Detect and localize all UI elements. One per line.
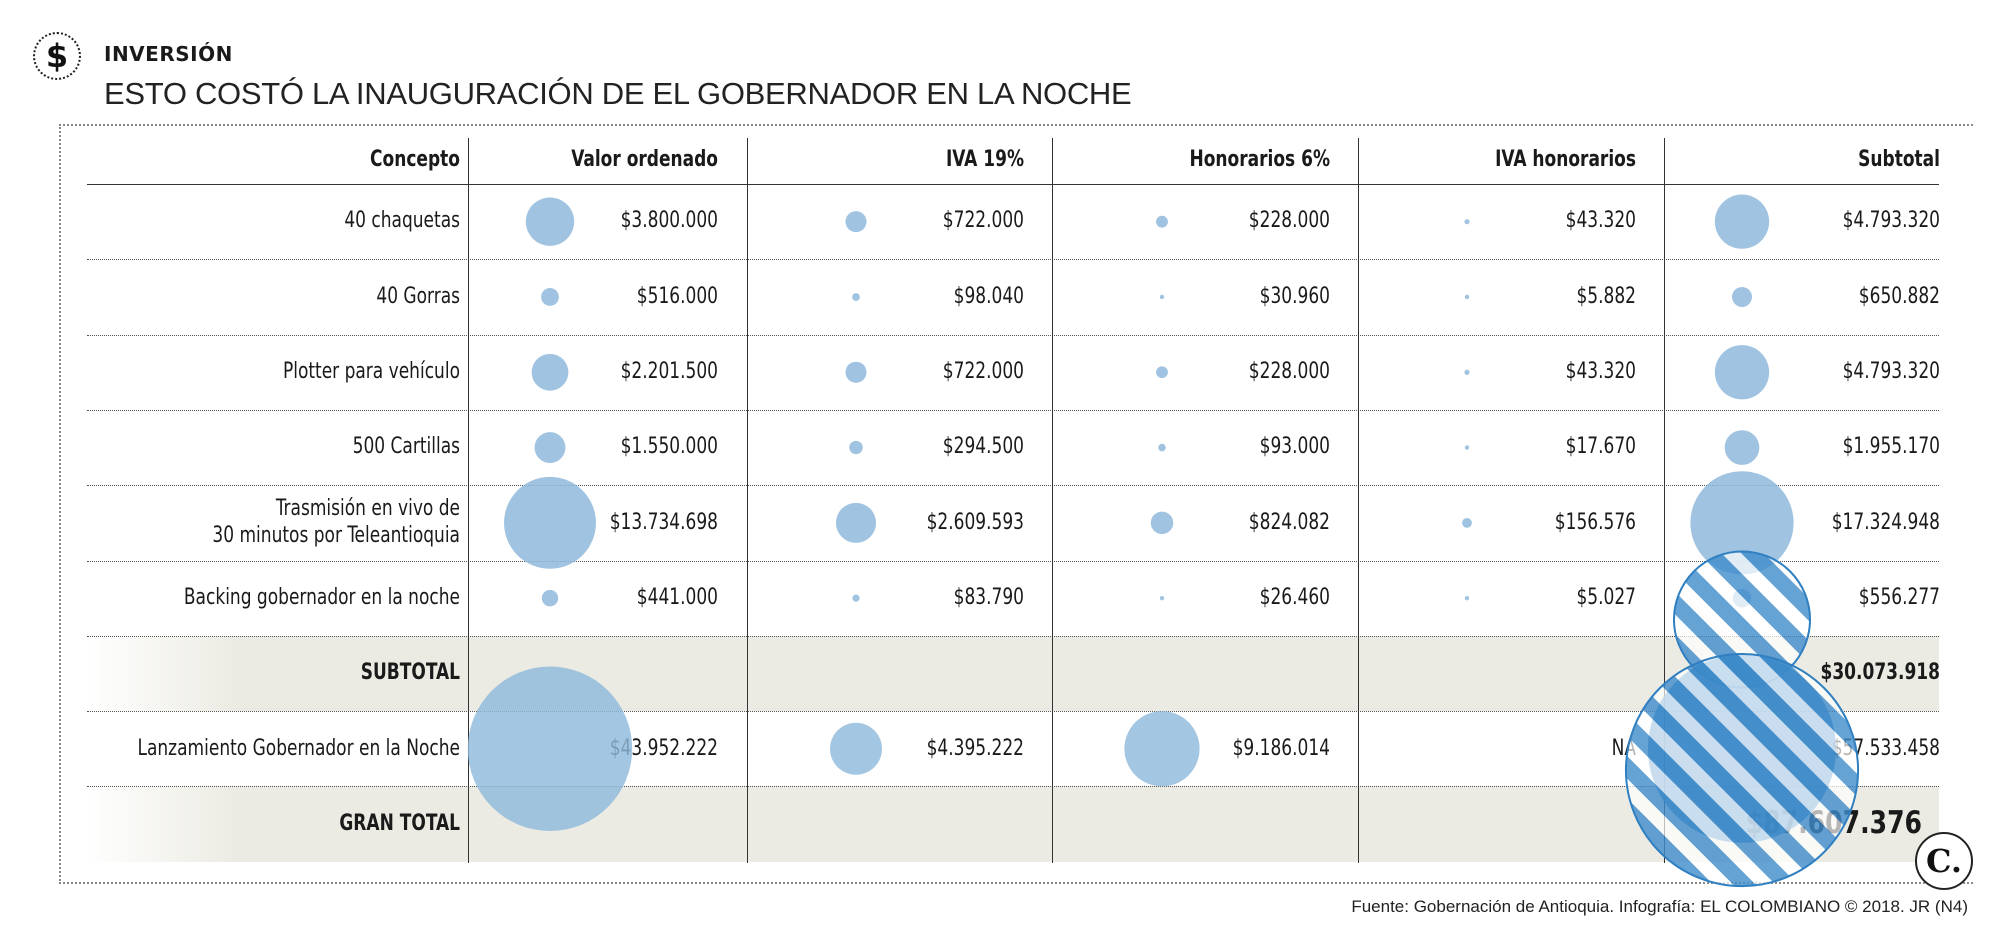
row-concept-label: Trasmisión en vivo de 30 minutos por Tele… [212, 496, 460, 548]
row-concept-label: 40 Gorras [376, 283, 460, 309]
row-concept-label: 500 Cartillas [352, 434, 460, 460]
table-cell-value: $17.670 [1565, 434, 1636, 460]
table-cell-value: $1.550.000 [620, 434, 718, 460]
row-divider [87, 560, 1939, 562]
table-cell-value: $43.320 [1565, 208, 1636, 234]
row-divider [87, 635, 1939, 637]
row-concept-label: 40 chaquetas [344, 208, 460, 234]
table-cell-value: $30.073.918 [1820, 660, 1940, 686]
column-header: Honorarios 6% [1189, 146, 1330, 172]
table-cell-value: $98.040 [953, 283, 1024, 309]
table-cell-value: $228.000 [1248, 359, 1330, 385]
table-cell-value: $43.320 [1565, 359, 1636, 385]
row-divider [87, 711, 1939, 713]
row-divider [87, 184, 1939, 185]
table-cell-value: $30.960 [1259, 283, 1330, 309]
source-credit: Fuente: Gobernación de Antioquia. Infogr… [1351, 897, 1968, 916]
table-cell-value: $556.277 [1858, 584, 1940, 610]
column-divider [1664, 138, 1665, 863]
column-divider [747, 138, 748, 863]
column-header: IVA 19% [945, 146, 1024, 172]
row-concept-label: Plotter para vehículo [282, 359, 460, 385]
table-cell-value: $156.576 [1554, 509, 1636, 535]
dollar-sign-icon: $ [33, 32, 81, 80]
column-divider [468, 138, 469, 863]
row-concept-label: Lanzamiento Gobernador en la Noche [137, 735, 460, 761]
table-cell-value: $4.793.320 [1842, 208, 1940, 234]
row-divider [87, 485, 1939, 487]
column-divider [1358, 138, 1359, 863]
table-cell-value: $5.027 [1576, 584, 1636, 610]
table-cell-value: $57.533.458 [1831, 735, 1940, 761]
table-cell-value: $9.186.014 [1232, 735, 1330, 761]
table-cell-value: $228.000 [1248, 208, 1330, 234]
column-header: IVA honorarios [1495, 146, 1636, 172]
el-colombiano-logo-icon: C. [1915, 832, 1973, 890]
table-cell-value: $722.000 [942, 208, 1024, 234]
table-cell-value: $87.607.376 [1745, 805, 1922, 842]
table-cell-value: $722.000 [942, 359, 1024, 385]
row-concept-label: SUBTOTAL [360, 660, 460, 686]
column-divider [1052, 138, 1053, 863]
table-cell-value: $3.800.000 [620, 208, 718, 234]
table-cell-value: $294.500 [942, 434, 1024, 460]
row-divider [87, 259, 1939, 261]
table-cell-value: $4.793.320 [1842, 359, 1940, 385]
section-kicker: INVERSIÓN [104, 42, 233, 66]
table-cell-value: $441.000 [636, 584, 718, 610]
table-cell-value: $17.324.948 [1831, 509, 1940, 535]
row-concept-label: Backing gobernador en la noche [183, 584, 460, 610]
table-cell-value: $2.609.593 [926, 509, 1024, 535]
table-cell-value: $1.955.170 [1842, 434, 1940, 460]
chart-frame [59, 124, 1973, 884]
column-header: Valor ordenado [571, 146, 718, 172]
row-divider [87, 786, 1939, 788]
table-cell-value: $2.201.500 [620, 359, 718, 385]
table-cell-value: $650.882 [1858, 283, 1940, 309]
table-cell-value: $516.000 [636, 283, 718, 309]
chart-title: ESTO COSTÓ LA INAUGURACIÓN DE EL GOBERNA… [104, 76, 1132, 111]
table-cell-value: $13.734.698 [609, 509, 718, 535]
table-cell-value: $26.460 [1259, 584, 1330, 610]
table-cell-value: $4.395.222 [926, 735, 1024, 761]
table-cell-value: $824.082 [1248, 509, 1330, 535]
table-cell-value: $5.882 [1576, 283, 1636, 309]
table-cell-value: $83.790 [953, 584, 1024, 610]
table-cell-value: $93.000 [1259, 434, 1330, 460]
column-header: Subtotal [1858, 146, 1940, 172]
row-divider [87, 334, 1939, 336]
row-divider [87, 409, 1939, 411]
row-concept-label: GRAN TOTAL [339, 810, 460, 836]
column-header: Concepto [370, 146, 460, 172]
